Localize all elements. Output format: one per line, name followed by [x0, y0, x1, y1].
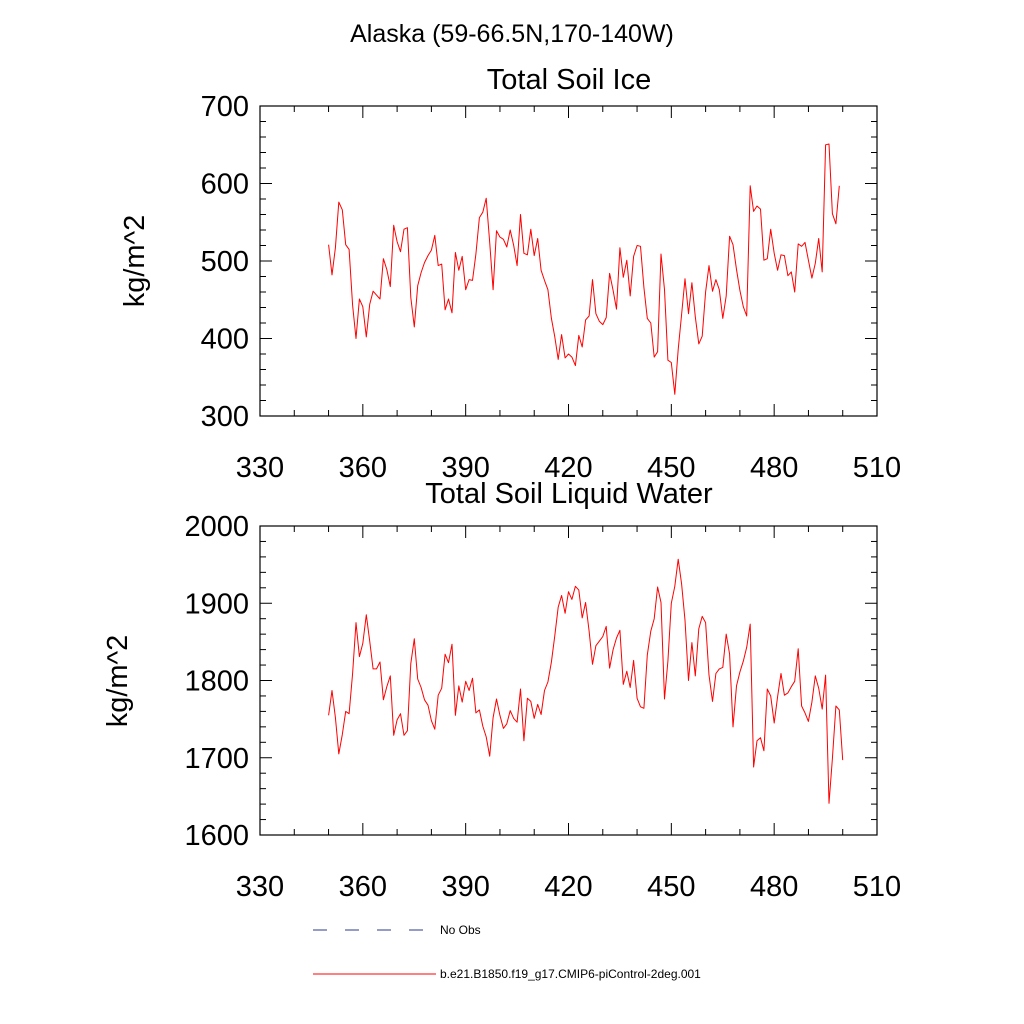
x-tick-label-480: 480 — [750, 871, 798, 903]
x-tick-label-360: 360 — [339, 452, 387, 484]
y-tick-label-1600: 1600 — [184, 820, 249, 852]
chart-title-soil-ice: Total Soil Ice — [487, 64, 651, 96]
x-tick-label-360: 360 — [339, 871, 387, 903]
y-tick-label-700: 700 — [201, 91, 249, 123]
series-line-soil-ice — [328, 143, 840, 395]
y-axis-label-soil-liquid-water: kg/m^2 — [102, 635, 134, 728]
axis-ticks-soil-liquid-water — [259, 525, 878, 836]
x-tick-label-480: 480 — [750, 452, 798, 484]
y-tick-label-1700: 1700 — [184, 743, 249, 775]
plot-frame-soil-ice — [259, 105, 878, 417]
x-tick-label-450: 450 — [647, 871, 695, 903]
x-tick-label-420: 420 — [544, 452, 592, 484]
y-axis-label-soil-ice: kg/m^2 — [119, 215, 151, 308]
x-tick-label-330: 330 — [236, 452, 284, 484]
legend-label-model: b.e21.B1850.f19_g17.CMIP6-piControl-2deg… — [440, 967, 701, 981]
legend-entry-no-obs: No Obs — [313, 923, 481, 937]
y-tick-label-600: 600 — [201, 169, 249, 201]
x-tick-label-420: 420 — [544, 871, 592, 903]
y-tick-label-500: 500 — [201, 246, 249, 278]
panel-soil-ice: Total Soil Ice kg/m^2 330 360 390 420 450 480… — [119, 64, 901, 484]
x-tick-label-450: 450 — [647, 452, 695, 484]
panel-soil-liquid-water: Total Soil Liquid Water kg/m^2 330 360 390… — [102, 478, 901, 903]
y-tick-label-1800: 1800 — [184, 666, 249, 698]
x-tick-label-390: 390 — [441, 452, 489, 484]
series-line-soil-liquid-water — [328, 558, 844, 804]
legend-label-no-obs: No Obs — [440, 923, 481, 937]
legend: No Obs b.e21.B1850.f19_g17.CMIP6-piContr… — [313, 923, 701, 981]
y-tick-label-300: 300 — [201, 401, 249, 433]
x-tick-label-390: 390 — [441, 871, 489, 903]
figure-title: Alaska (59-66.5N,170-140W) — [350, 20, 674, 48]
y-tick-label-400: 400 — [201, 324, 249, 356]
chart-title-soil-liquid-water: Total Soil Liquid Water — [425, 478, 713, 510]
axis-ticks-soil-ice — [259, 105, 878, 417]
legend-entry-model: b.e21.B1850.f19_g17.CMIP6-piControl-2deg… — [313, 967, 701, 981]
x-tick-label-510: 510 — [853, 452, 901, 484]
tick-labels-soil-liquid-water: 330 360 390 420 450 480 510 1600 1700 1800 1900 200… — [184, 511, 901, 903]
x-tick-label-330: 330 — [236, 871, 284, 903]
y-tick-label-2000: 2000 — [184, 511, 249, 543]
x-tick-label-510: 510 — [853, 871, 901, 903]
y-tick-label-1900: 1900 — [184, 588, 249, 620]
tick-labels-soil-ice: 330 360 390 420 450 480 510 300 400 500 600 700 — [201, 91, 902, 484]
plot-frame-soil-liquid-water — [259, 525, 878, 836]
